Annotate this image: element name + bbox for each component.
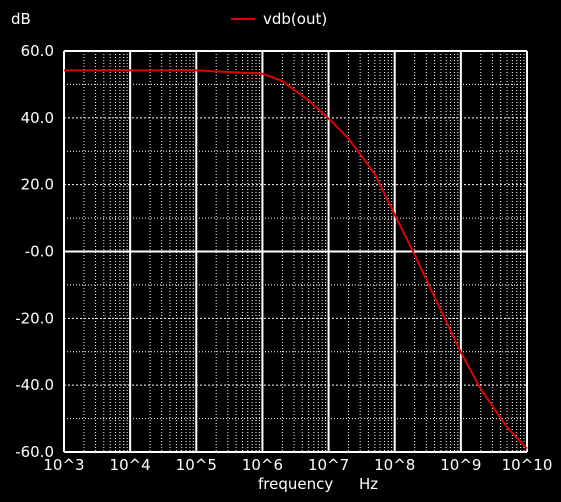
y-tick-label: -60.0 — [15, 443, 54, 461]
tick-labels: 10^3 10^4 10^5 10^6 10^7 10^8 10^9 10^10 60.0 40.… — [15, 42, 552, 474]
y-tick-label: 40.0 — [21, 109, 54, 127]
x-tick-label: 10^5 — [176, 456, 217, 474]
y-tick-label: 60.0 — [21, 42, 54, 60]
y-tick-label: 20.0 — [21, 176, 54, 194]
x-tick-label: 10^6 — [242, 456, 283, 474]
x-tick-label: 10^10 — [502, 456, 553, 474]
major-grid — [63, 50, 528, 453]
series-line — [64, 69, 528, 450]
y-tick-label: -40.0 — [15, 376, 54, 394]
x-tick-label: 10^3 — [43, 456, 84, 474]
x-tick-label: 10^4 — [110, 456, 151, 474]
x-tick-label: 10^7 — [308, 456, 349, 474]
x-tick-label: 10^8 — [374, 456, 415, 474]
x-axis-unit: Hz — [359, 475, 378, 493]
x-axis-label: frequency — [258, 475, 333, 493]
series-layer — [64, 69, 528, 450]
y-axis-label: dB — [11, 10, 31, 28]
y-tick-label: -20.0 — [15, 309, 54, 327]
x-tick-label: 10^9 — [440, 456, 481, 474]
legend-label: vdb(out) — [263, 10, 327, 28]
legend: vdb(out) — [231, 10, 327, 28]
y-tick-label: -0.0 — [25, 243, 54, 261]
